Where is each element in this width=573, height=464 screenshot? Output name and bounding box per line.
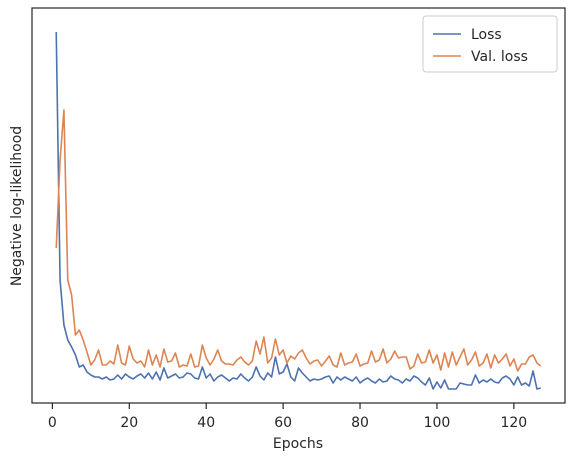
legend-box xyxy=(422,15,558,73)
x-tick-label: 100 xyxy=(424,415,451,431)
x-axis-label: Epochs xyxy=(273,436,323,452)
y-axis-label: Negative log-likelihood xyxy=(9,126,25,286)
line-series xyxy=(55,31,541,390)
x-tick-label: 0 xyxy=(48,415,57,431)
x-tick-label: 40 xyxy=(197,415,215,431)
legend-label: Loss xyxy=(471,27,502,43)
x-tick-label: 60 xyxy=(274,415,292,431)
plot-frame xyxy=(31,7,566,404)
line-series xyxy=(55,109,542,372)
x-tick-label: 20 xyxy=(120,415,138,431)
x-tick-label: 80 xyxy=(351,415,369,431)
legend-label: Val. loss xyxy=(471,49,528,65)
x-tick-label: 120 xyxy=(500,415,527,431)
